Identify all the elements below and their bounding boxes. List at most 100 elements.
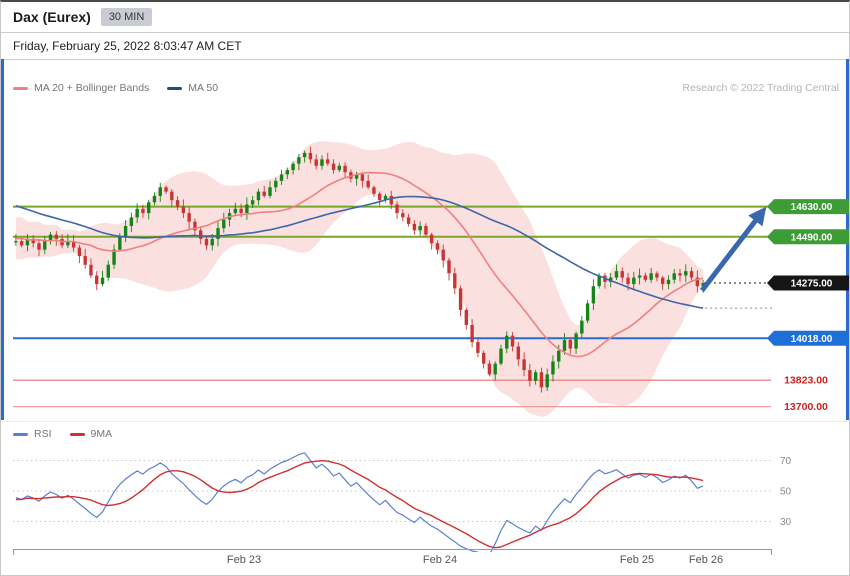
candle-body (210, 238, 214, 246)
candle-body (435, 243, 440, 250)
x-axis-label: Feb 23 (226, 554, 262, 566)
candle-body (204, 238, 209, 246)
candle-body (147, 202, 151, 214)
candle-body (279, 174, 284, 181)
candle-body (31, 238, 35, 244)
candle-body (326, 159, 330, 164)
candle-body (233, 208, 238, 214)
candle-body (135, 208, 139, 218)
candle-body (123, 226, 128, 237)
candle-body (118, 236, 122, 250)
svg-text:50: 50 (780, 487, 792, 498)
candle-body (170, 191, 174, 201)
candle-body (649, 273, 653, 280)
x-axis-line (13, 549, 771, 550)
price-badge-14018.00 (767, 330, 849, 346)
candle-body (193, 221, 197, 231)
svg-text:14490.00: 14490.00 (791, 232, 833, 243)
candle-body (378, 193, 382, 201)
candle-body (585, 303, 590, 321)
main-legend: MA 20 + Bollinger Bands MA 50 Research ©… (13, 81, 839, 95)
candle-body (181, 206, 186, 214)
rsi-legend: RSI 9MA (13, 427, 839, 441)
candle-body (354, 174, 359, 179)
svg-text:14275.00: 14275.00 (791, 279, 833, 290)
forecast-arrow (700, 206, 767, 293)
candle-body (141, 208, 145, 214)
svg-text:13823.00: 13823.00 (784, 375, 828, 387)
candle-body (545, 374, 549, 388)
bollinger-band (15, 141, 704, 418)
candle-body (580, 320, 584, 334)
panel-separator (1, 421, 849, 422)
svg-text:70: 70 (780, 456, 792, 467)
ma20-legend-label: MA 20 + Bollinger Bands (34, 82, 150, 94)
candle-body (493, 363, 497, 375)
candle-body (678, 273, 682, 276)
candle-body (412, 223, 417, 231)
candle-body (481, 352, 486, 364)
candle-body (158, 187, 162, 196)
candle-body (77, 247, 82, 257)
legend-item-9ma: 9MA (69, 428, 113, 440)
candle-body (262, 191, 266, 196)
candle-body (14, 241, 18, 243)
candle-body (458, 288, 463, 310)
candle-body (401, 213, 405, 218)
candle-body (89, 264, 93, 276)
candle-body (684, 271, 688, 276)
x-axis-tick (13, 549, 14, 555)
candle-body (222, 219, 226, 229)
svg-text:14018.00: 14018.00 (791, 334, 833, 345)
rsi-legend-chip (13, 432, 28, 436)
rsi-9ma-line (15, 460, 704, 549)
candle-body (609, 277, 613, 282)
chart-datetime: Friday, February 25, 2022 8:03:47 AM CET (13, 38, 242, 53)
candle-body (83, 256, 87, 265)
candle-body (476, 342, 480, 353)
interval-badge: 30 MIN (100, 8, 153, 26)
candle-body (43, 241, 47, 250)
candle-body (597, 275, 601, 287)
candle-body (620, 271, 624, 278)
candle-body (447, 260, 451, 274)
ma50-legend-chip (167, 86, 183, 90)
candle-body (557, 350, 561, 362)
candle-body (614, 271, 619, 278)
datetime-bar: Friday, February 25, 2022 8:03:47 AM CET (1, 32, 849, 60)
candle-body (464, 309, 469, 325)
candle-body (383, 195, 388, 201)
candle-body (274, 180, 278, 188)
candle-body (331, 163, 336, 171)
candle-body (626, 277, 630, 285)
candle-body (372, 187, 376, 194)
candle-body (389, 195, 393, 205)
candle-body (129, 217, 134, 227)
candle-body (528, 370, 532, 381)
candle-body (366, 180, 370, 188)
candle-body (71, 241, 76, 248)
candle-body (291, 163, 295, 171)
rsi-ma-legend-label: 9MA (90, 428, 113, 440)
candle-body (54, 234, 59, 239)
candle-body (666, 279, 671, 285)
candle-body (152, 195, 157, 203)
x-axis: Feb 23 Feb 24 Feb 25 Feb 26 (1, 547, 849, 575)
candle-body (320, 159, 324, 166)
x-axis-tick (771, 549, 772, 555)
candle-body (487, 363, 492, 375)
candle-body (470, 324, 474, 343)
candle-body (198, 230, 203, 239)
candle-body (66, 241, 70, 246)
candle-body (660, 277, 665, 285)
candle-body (516, 346, 521, 360)
x-axis-label: Feb 25 (619, 554, 655, 566)
instrument-title: Dax (Eurex) (13, 9, 91, 25)
candle-body (175, 200, 180, 207)
candle-body (522, 359, 526, 371)
candle-body (216, 228, 220, 239)
candle-body (568, 339, 572, 349)
left-accent-bar (1, 59, 4, 420)
legend-item-rsi: RSI (13, 428, 52, 440)
